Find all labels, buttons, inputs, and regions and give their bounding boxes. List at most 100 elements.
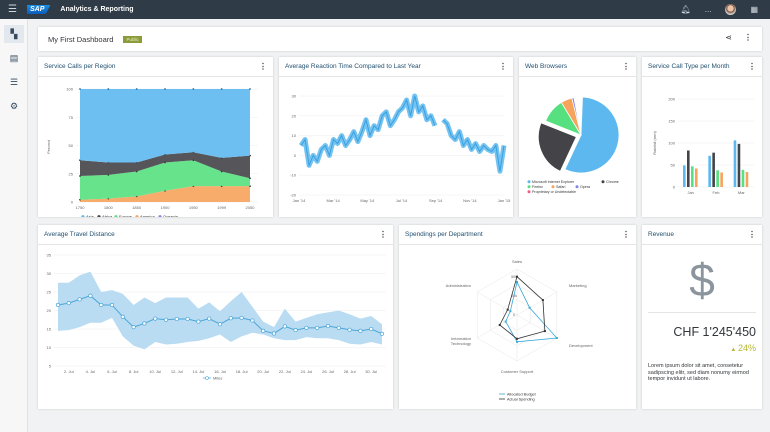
x-tick-label: 1950: [189, 205, 199, 210]
x-tick-label: Nov '14: [463, 198, 477, 203]
x-tick-label: 2. Jul: [64, 369, 74, 374]
data-point: [192, 88, 195, 90]
gear-icon[interactable]: ⚙: [9, 100, 19, 111]
x-tick-label: Jan '14: [293, 198, 307, 203]
card-title: Average Reaction Time Compared to Last Y…: [285, 63, 421, 70]
revenue-change: ▲ 24%: [648, 343, 756, 353]
axis-label: Customer Support: [501, 369, 534, 374]
more-icon[interactable]: ⋮: [622, 230, 630, 239]
more-icon[interactable]: ⋮: [622, 62, 630, 71]
shell-bar: ☰ SAP Analytics & Reporting 🔔︎ ... ▦: [0, 0, 770, 19]
data-point: [516, 281, 518, 284]
legend-label: America: [140, 214, 155, 217]
y-tick-label: 0: [673, 185, 676, 190]
x-tick-label: 26. Jul: [322, 369, 334, 374]
page-title: My First Dashboard: [48, 34, 114, 44]
y-tick-label: -10: [290, 173, 297, 178]
data-point: [325, 323, 331, 329]
data-point: [315, 325, 320, 330]
y-tick-label: 100: [66, 87, 73, 92]
x-tick-label: 4. Jul: [86, 369, 96, 374]
card-title: Revenue: [648, 231, 675, 238]
data-point: [109, 302, 115, 308]
legend-label: Allocated Budget: [507, 393, 537, 397]
more-icon[interactable]: ⋮: [379, 230, 387, 239]
y-tick-label: 20: [47, 308, 52, 313]
y-tick-label: 150: [668, 119, 675, 124]
legend-label: Chrome: [606, 180, 619, 184]
more-icon[interactable]: ⋮: [748, 230, 756, 239]
series-line-core: [300, 95, 505, 172]
bar: [741, 169, 745, 187]
radial-tick-label: 50k: [511, 275, 517, 279]
radar-axis: [516, 291, 557, 316]
data-point: [282, 324, 287, 329]
axis-label: Administration: [446, 283, 471, 288]
card-service-calls-region: Service Calls per Region ⋮ 0 25 50 75 100 Perc…: [38, 57, 273, 217]
y-tick-label: 0: [294, 153, 297, 158]
sap-logo: SAP: [27, 5, 51, 14]
data-point: [220, 88, 223, 90]
card-title: Service Call Type per Month: [648, 63, 730, 70]
data-point: [250, 318, 255, 323]
radar-axis: [477, 314, 518, 339]
data-point: [498, 323, 501, 326]
radar-chart: 025k50kSalesMarketingDevelopmentCustomer…: [446, 259, 594, 402]
list-icon[interactable]: ☰: [9, 76, 19, 87]
x-tick-label: 1850: [132, 205, 142, 210]
y-tick-label: 20: [292, 113, 297, 118]
more-icon[interactable]: ⋮: [259, 62, 267, 71]
card-web-browsers: Web Browsers ⋮ Microsoft Internet Explore…: [519, 57, 636, 217]
pie-slice: [573, 97, 582, 136]
data-point: [347, 327, 352, 332]
x-tick-label: 1750: [76, 205, 86, 210]
x-tick-label: 1900: [161, 205, 171, 210]
card-revenue: Revenue ⋮ $ CHF 1'245'450 ▲ 24% Lorem ips…: [642, 225, 762, 409]
bell-icon[interactable]: 🔔︎: [680, 5, 691, 14]
x-tick-label: 16. Jul: [214, 369, 226, 374]
dollar-icon: $: [648, 253, 756, 313]
data-point: [543, 330, 546, 333]
radar-axis: [516, 314, 557, 339]
x-tick-label: May '14: [360, 198, 375, 203]
data-point: [120, 314, 125, 319]
legend-label: Europe: [119, 214, 133, 217]
grid-icon[interactable]: ▦: [750, 5, 758, 14]
legend-marker: [81, 215, 85, 217]
axis-label: Development: [569, 343, 593, 348]
more-button[interactable]: ...: [704, 5, 712, 14]
axis-label: Technology: [451, 341, 471, 346]
report-icon[interactable]: ▤: [9, 52, 19, 63]
legend-label: Firefox: [532, 185, 543, 189]
legend-label: Proprietary or Undetectable: [532, 190, 576, 194]
data-point: [358, 328, 363, 333]
hamburger-icon[interactable]: ☰: [8, 4, 17, 15]
share-icon[interactable]: ⋖: [725, 33, 732, 42]
dashboard-icon[interactable]: ▚: [4, 25, 24, 43]
x-tick-label: Jan: [687, 190, 693, 195]
x-tick-label: 10. Jul: [149, 369, 161, 374]
legend-label: Africa: [102, 214, 113, 217]
revenue-description: Lorem ipsum dolor sit amet, consetetur s…: [648, 363, 749, 383]
more-icon[interactable]: ⋮: [744, 33, 752, 42]
x-tick-label: 28. Jul: [344, 369, 356, 374]
bar-chart: 0 50 100 150 200 Rainfall (mm) Jan Feb Mar: [652, 97, 754, 195]
revenue-amount: CHF 1'245'450: [673, 325, 756, 339]
y-tick-label: 75: [69, 115, 74, 120]
more-icon[interactable]: ⋮: [748, 62, 756, 71]
data-point: [185, 316, 190, 322]
area-chart: 0 25 50 75 100 Percent 1750 1800 1850 1900 1950 199…: [46, 87, 258, 217]
data-point: [516, 340, 518, 343]
data-point: [88, 293, 93, 298]
data-point: [55, 302, 61, 308]
x-tick-label: 30. Jul: [365, 369, 377, 374]
x-tick-label: 1800: [104, 205, 114, 210]
more-icon[interactable]: ⋮: [499, 62, 507, 71]
x-tick-label: Jul '14: [396, 198, 408, 203]
avatar[interactable]: [725, 4, 737, 15]
y-tick-label: 5: [49, 364, 52, 369]
x-tick-label: Mar '14: [327, 198, 341, 203]
x-tick-label: 18. Jul: [236, 369, 248, 374]
data-point: [79, 88, 81, 90]
x-tick-label: 2050: [246, 205, 256, 210]
